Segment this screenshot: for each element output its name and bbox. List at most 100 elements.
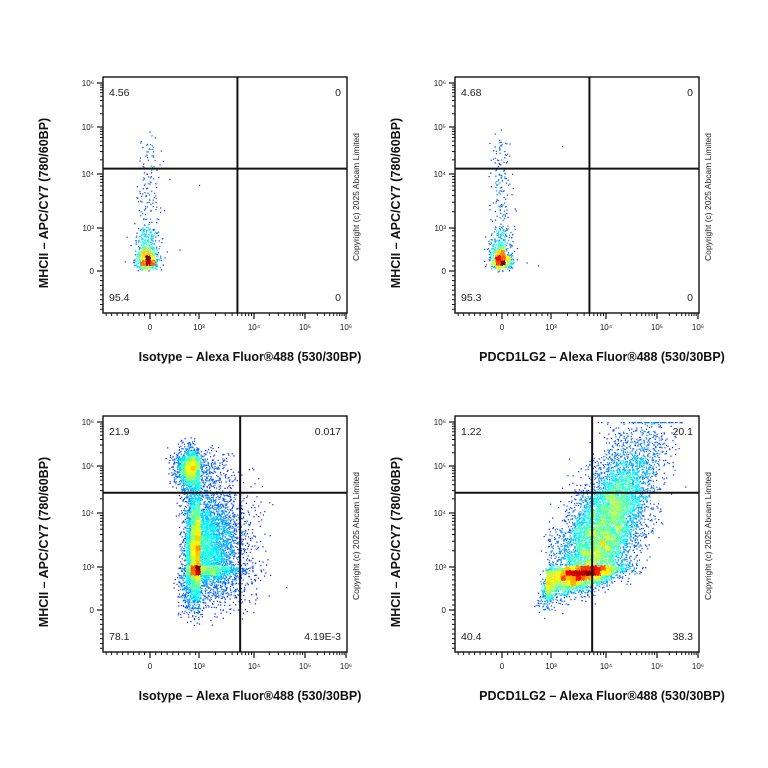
event-dot (200, 596, 202, 599)
event-dot (488, 243, 490, 245)
event-dot (241, 532, 244, 534)
event-dot (224, 547, 226, 549)
event-dot (507, 268, 509, 270)
event-dot (142, 253, 144, 255)
event-dot (185, 528, 187, 530)
event-dot (161, 242, 163, 244)
event-dot (485, 264, 487, 266)
event-dot (152, 237, 154, 239)
event-dot (148, 267, 150, 269)
event-dot (153, 263, 155, 265)
event-dot (140, 244, 142, 246)
event-dot (146, 218, 148, 220)
event-dot (141, 265, 143, 267)
event-dot (142, 268, 144, 270)
event-dot (177, 573, 179, 575)
event-dot (494, 228, 496, 230)
plot-frame (102, 76, 348, 314)
event-dot (488, 240, 490, 242)
event-dot (216, 540, 218, 542)
event-dot (500, 238, 502, 240)
event-dot (144, 209, 146, 211)
event-dot (200, 503, 202, 505)
event-dot (286, 587, 288, 589)
event-dot (158, 240, 160, 242)
event-dot (193, 515, 195, 517)
event-dot (137, 241, 139, 243)
event-dot (160, 150, 162, 152)
event-dot (511, 266, 513, 268)
event-dot (142, 252, 144, 254)
event-dot (151, 263, 153, 265)
event-dot (134, 265, 136, 267)
event-dot (502, 238, 504, 241)
event-dot (206, 596, 208, 598)
event-dot (495, 169, 498, 171)
event-dot (492, 265, 494, 268)
event-dot (230, 583, 232, 586)
event-dot (503, 259, 505, 261)
event-dot (187, 539, 189, 541)
event-dot (134, 262, 136, 264)
event-dot (510, 263, 512, 265)
event-dot (241, 540, 244, 542)
event-dot (488, 259, 490, 261)
event-dot (493, 262, 495, 264)
event-dot (494, 133, 496, 135)
event-dot (152, 254, 154, 256)
event-dot (500, 250, 502, 252)
y-tick-label: 10⁵ (434, 123, 446, 132)
event-dot (494, 241, 496, 243)
event-dot (143, 239, 145, 241)
event-dot (270, 574, 272, 576)
event-dot (146, 236, 148, 238)
event-dot (219, 536, 221, 538)
event-dot (495, 266, 498, 268)
event-dot (139, 157, 141, 159)
event-dot (149, 256, 151, 258)
y-tick-label: 0 (442, 267, 447, 276)
event-dot (144, 225, 146, 227)
event-dot (156, 269, 158, 271)
event-dot (504, 202, 506, 204)
event-dot (211, 526, 213, 528)
event-dot (509, 143, 511, 145)
event-dot (135, 240, 137, 242)
event-dot (181, 536, 183, 538)
event-dot (148, 223, 150, 226)
event-dot (498, 257, 500, 259)
event-dot (503, 230, 505, 232)
event-dot (503, 246, 505, 248)
event-dot (144, 249, 146, 251)
y-tick-label: 10⁵ (82, 123, 94, 132)
event-dot (158, 219, 160, 221)
event-dot (511, 256, 513, 258)
event-dot (234, 595, 236, 597)
event-dot (152, 243, 154, 245)
event-dot (212, 567, 214, 569)
event-dot (490, 266, 492, 268)
event-dot (209, 456, 212, 458)
event-dot (138, 251, 140, 253)
event-dot (146, 262, 149, 264)
event-dot (140, 265, 142, 267)
event-dot (224, 520, 226, 522)
event-dot (504, 241, 506, 243)
event-dot (511, 253, 513, 256)
event-dot (200, 487, 202, 489)
x-axis-label: PDCD1LG2 – Alexa Fluor®488 (530/30BP) (479, 350, 725, 364)
event-dot (181, 594, 183, 596)
event-dot (147, 244, 149, 246)
event-dot (154, 243, 156, 245)
event-dot (148, 258, 150, 260)
event-dot (499, 209, 501, 211)
event-dot (231, 553, 233, 555)
event-dot (491, 247, 493, 249)
event-dot (498, 159, 500, 162)
event-dot (141, 257, 143, 259)
event-dot (262, 561, 264, 563)
event-dot (230, 519, 232, 521)
event-dot (222, 530, 224, 532)
event-dot (230, 468, 232, 471)
